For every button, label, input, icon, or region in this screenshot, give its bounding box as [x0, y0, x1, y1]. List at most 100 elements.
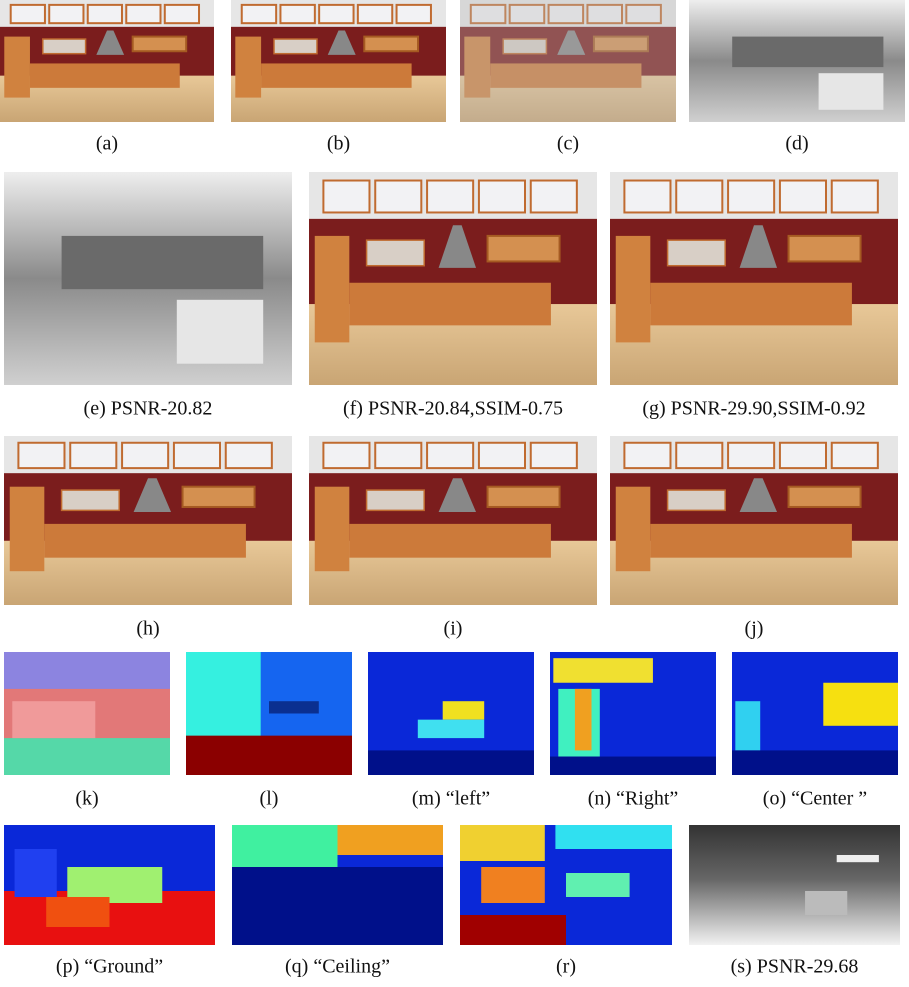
shape	[780, 443, 826, 468]
shape	[832, 443, 878, 468]
shape	[676, 181, 722, 213]
panel: (g) PSNR-29.90,SSIM-0.92	[610, 172, 898, 420]
shape	[837, 855, 879, 862]
panel-caption: (f) PSNR-20.84,SSIM-0.75	[343, 398, 563, 420]
panel-image	[0, 0, 214, 122]
shape	[732, 750, 898, 775]
shape	[728, 443, 774, 468]
shape	[624, 443, 670, 468]
shape	[165, 5, 199, 23]
panel-caption: (l)	[260, 788, 279, 810]
shape	[367, 490, 425, 510]
panel: (k)	[4, 652, 170, 810]
shape	[819, 73, 884, 110]
shape	[315, 236, 350, 343]
shape	[15, 849, 57, 897]
shape	[323, 443, 369, 468]
panel: (m) “left”	[368, 652, 534, 810]
shape	[88, 5, 122, 23]
shape	[364, 37, 418, 52]
panel: (s) PSNR-29.68	[689, 825, 900, 978]
shape	[274, 39, 317, 54]
shape	[460, 915, 566, 945]
shape	[668, 490, 726, 510]
shape	[650, 283, 852, 326]
panel-image	[460, 825, 672, 945]
shape	[183, 487, 255, 507]
shape	[242, 5, 276, 23]
panel-caption: (r)	[556, 956, 576, 978]
shape	[62, 236, 264, 289]
panel-caption: (k)	[75, 788, 98, 810]
panel-image	[610, 172, 898, 385]
shape	[177, 300, 263, 364]
shape	[323, 181, 369, 213]
shape	[832, 181, 878, 213]
panel-caption: (q) “Ceiling”	[285, 956, 390, 978]
panel-caption: (o) “Center ”	[763, 788, 867, 810]
shape	[460, 0, 676, 122]
panel-image	[4, 436, 292, 605]
panel: (j)	[610, 436, 898, 640]
shape	[186, 652, 261, 741]
shape	[728, 181, 774, 213]
shape	[624, 181, 670, 213]
panel-image	[309, 172, 597, 385]
panel-caption: (i)	[444, 618, 463, 640]
panel-caption: (c)	[557, 133, 579, 155]
shape	[18, 443, 64, 468]
shape	[418, 720, 484, 738]
shape	[226, 443, 272, 468]
shape	[789, 236, 861, 262]
shape	[349, 524, 551, 558]
panel: (i)	[309, 436, 597, 640]
shape	[732, 37, 883, 68]
shape	[488, 487, 560, 507]
shape	[780, 181, 826, 213]
shape	[460, 825, 545, 861]
shape	[44, 524, 246, 558]
panel-image	[460, 0, 676, 122]
panel: (e) PSNR-20.82	[4, 172, 292, 420]
shape	[10, 487, 45, 572]
panel-caption: (h)	[136, 618, 159, 640]
shape	[616, 236, 651, 343]
panel-image	[368, 652, 534, 775]
panel-image	[689, 0, 905, 122]
shape	[349, 283, 551, 326]
panel: (b)	[231, 0, 446, 155]
shape	[823, 683, 898, 726]
shape	[122, 443, 168, 468]
shape	[30, 63, 180, 87]
shape	[49, 5, 83, 23]
shape	[427, 181, 473, 213]
shape	[531, 181, 577, 213]
shape	[126, 5, 160, 23]
shape	[488, 236, 560, 262]
panel: (r)	[460, 825, 672, 978]
shape	[375, 181, 421, 213]
panel: (f) PSNR-20.84,SSIM-0.75	[309, 172, 597, 420]
shape	[280, 5, 314, 23]
shape	[43, 39, 86, 54]
panel: (c)	[460, 0, 676, 155]
panel-caption: (a)	[96, 133, 118, 155]
panel-caption: (m) “left”	[412, 788, 490, 810]
shape	[650, 524, 852, 558]
panel-image	[186, 652, 352, 775]
panel-caption: (j)	[745, 618, 764, 640]
shape	[575, 689, 592, 751]
shape	[269, 701, 319, 713]
panel-image	[610, 436, 898, 605]
shape	[789, 487, 861, 507]
shape	[427, 443, 473, 468]
panel-image	[4, 652, 170, 775]
shape	[367, 240, 425, 266]
panel-caption: (n) “Right”	[588, 788, 679, 810]
shape	[12, 701, 95, 738]
shape	[479, 443, 525, 468]
shape	[62, 490, 120, 510]
shape	[555, 825, 672, 849]
panel-image	[4, 825, 215, 945]
panel: (h)	[4, 436, 292, 640]
